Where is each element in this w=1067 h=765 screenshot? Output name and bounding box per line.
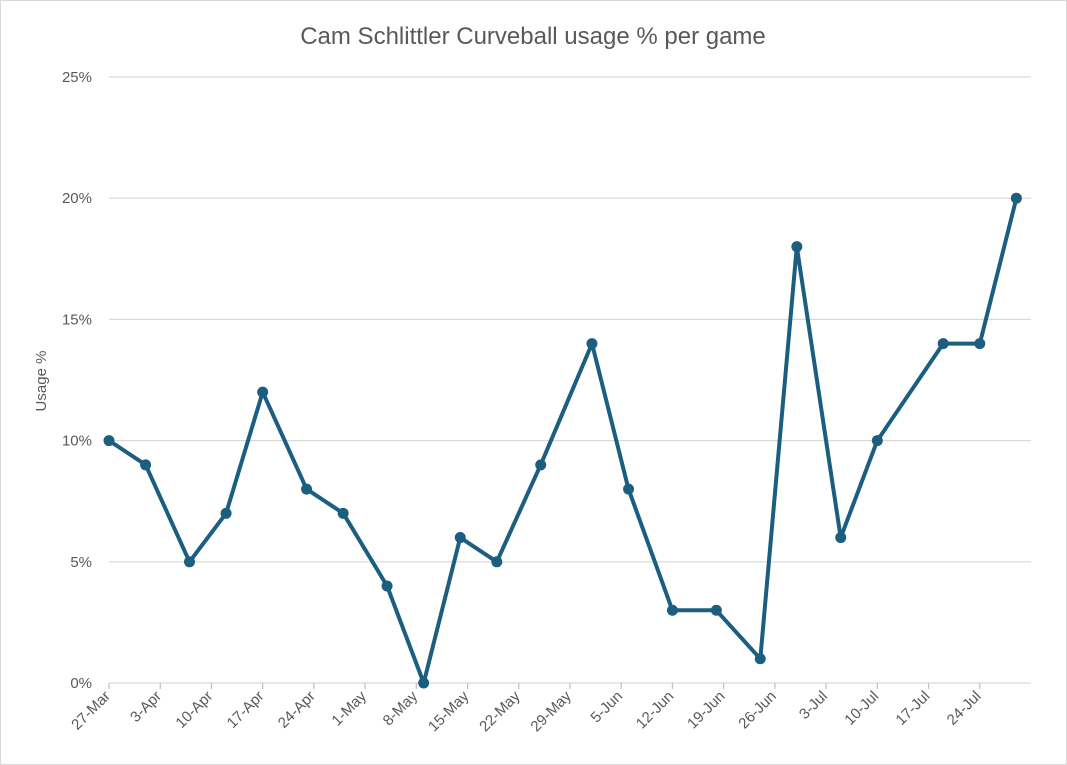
- data-point: [454, 532, 466, 544]
- x-tick-label: 8-May: [380, 687, 422, 729]
- data-point: [418, 677, 430, 689]
- data-point: [140, 459, 152, 471]
- data-point: [183, 556, 195, 568]
- data-point: [535, 459, 547, 471]
- x-tick-label: 24-Jul: [944, 688, 985, 729]
- data-point: [937, 338, 949, 350]
- chart-title: Cam Schlittler Curveball usage % per gam…: [300, 23, 766, 50]
- data-point: [871, 435, 883, 447]
- x-tick-label: 17-Jul: [892, 688, 933, 729]
- data-point: [103, 435, 115, 447]
- data-point: [974, 338, 986, 350]
- x-tick-label: 1-May: [328, 687, 370, 729]
- y-tick-label: 25%: [62, 69, 92, 86]
- x-tick-label: 5-Jun: [587, 688, 626, 727]
- x-tick-label: 27-Mar: [68, 688, 114, 734]
- x-tick-label: 24-Apr: [275, 688, 319, 732]
- x-tick-label: 22-May: [476, 687, 524, 735]
- data-point: [381, 580, 393, 592]
- x-tick-label: 19-Jun: [684, 688, 728, 732]
- y-tick-label: 20%: [62, 190, 92, 207]
- data-point: [710, 604, 722, 616]
- data-point: [337, 507, 349, 519]
- data-point: [586, 338, 598, 350]
- y-tick-label: 10%: [62, 433, 92, 450]
- data-point: [791, 241, 803, 253]
- data-point: [754, 653, 766, 665]
- data-point: [220, 507, 232, 519]
- y-tick-label: 15%: [62, 311, 92, 328]
- y-tick-label: 0%: [70, 675, 92, 692]
- data-point: [666, 604, 678, 616]
- x-tick-label: 26-Jun: [735, 688, 779, 732]
- x-tick-label: 10-Apr: [172, 688, 216, 732]
- y-tick-label: 5%: [70, 554, 92, 571]
- x-tick-label: 15-May: [425, 687, 473, 735]
- x-tick-label: 29-May: [527, 687, 575, 735]
- y-tick-labels: 0% 5% 10% 15% 20% 25%: [62, 69, 92, 692]
- data-point: [1010, 192, 1022, 204]
- x-tick-label: 3-Apr: [127, 688, 165, 726]
- data-point: [835, 532, 847, 544]
- data-point: [257, 386, 269, 398]
- y-axis-label: Usage %: [33, 351, 50, 412]
- series-curveball-usage: [103, 192, 1022, 689]
- data-point: [491, 556, 503, 568]
- x-tick-label: 17-Apr: [224, 688, 268, 732]
- x-tick-label: 3-Jul: [796, 688, 831, 723]
- x-axis: 27-Mar 3-Apr 10-Apr 17-Apr 24-Apr 1-May 8-May 1…: [68, 682, 1031, 735]
- data-point: [301, 483, 313, 495]
- data-point: [623, 483, 635, 495]
- x-tick-label: 12-Jun: [633, 688, 677, 732]
- x-tick-label: 10-Jul: [841, 688, 882, 729]
- gridlines: [109, 76, 1031, 563]
